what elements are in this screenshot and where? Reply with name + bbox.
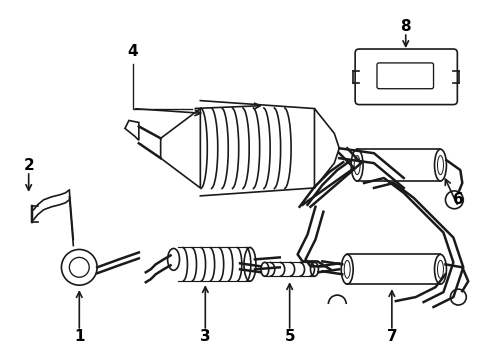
Text: 7: 7 bbox=[387, 329, 397, 344]
Text: 5: 5 bbox=[284, 329, 295, 344]
Text: 2: 2 bbox=[24, 158, 34, 172]
Text: 6: 6 bbox=[453, 192, 464, 207]
Text: 8: 8 bbox=[400, 19, 411, 34]
Text: 3: 3 bbox=[200, 329, 211, 344]
Text: 4: 4 bbox=[127, 45, 138, 59]
Text: 1: 1 bbox=[74, 329, 85, 344]
